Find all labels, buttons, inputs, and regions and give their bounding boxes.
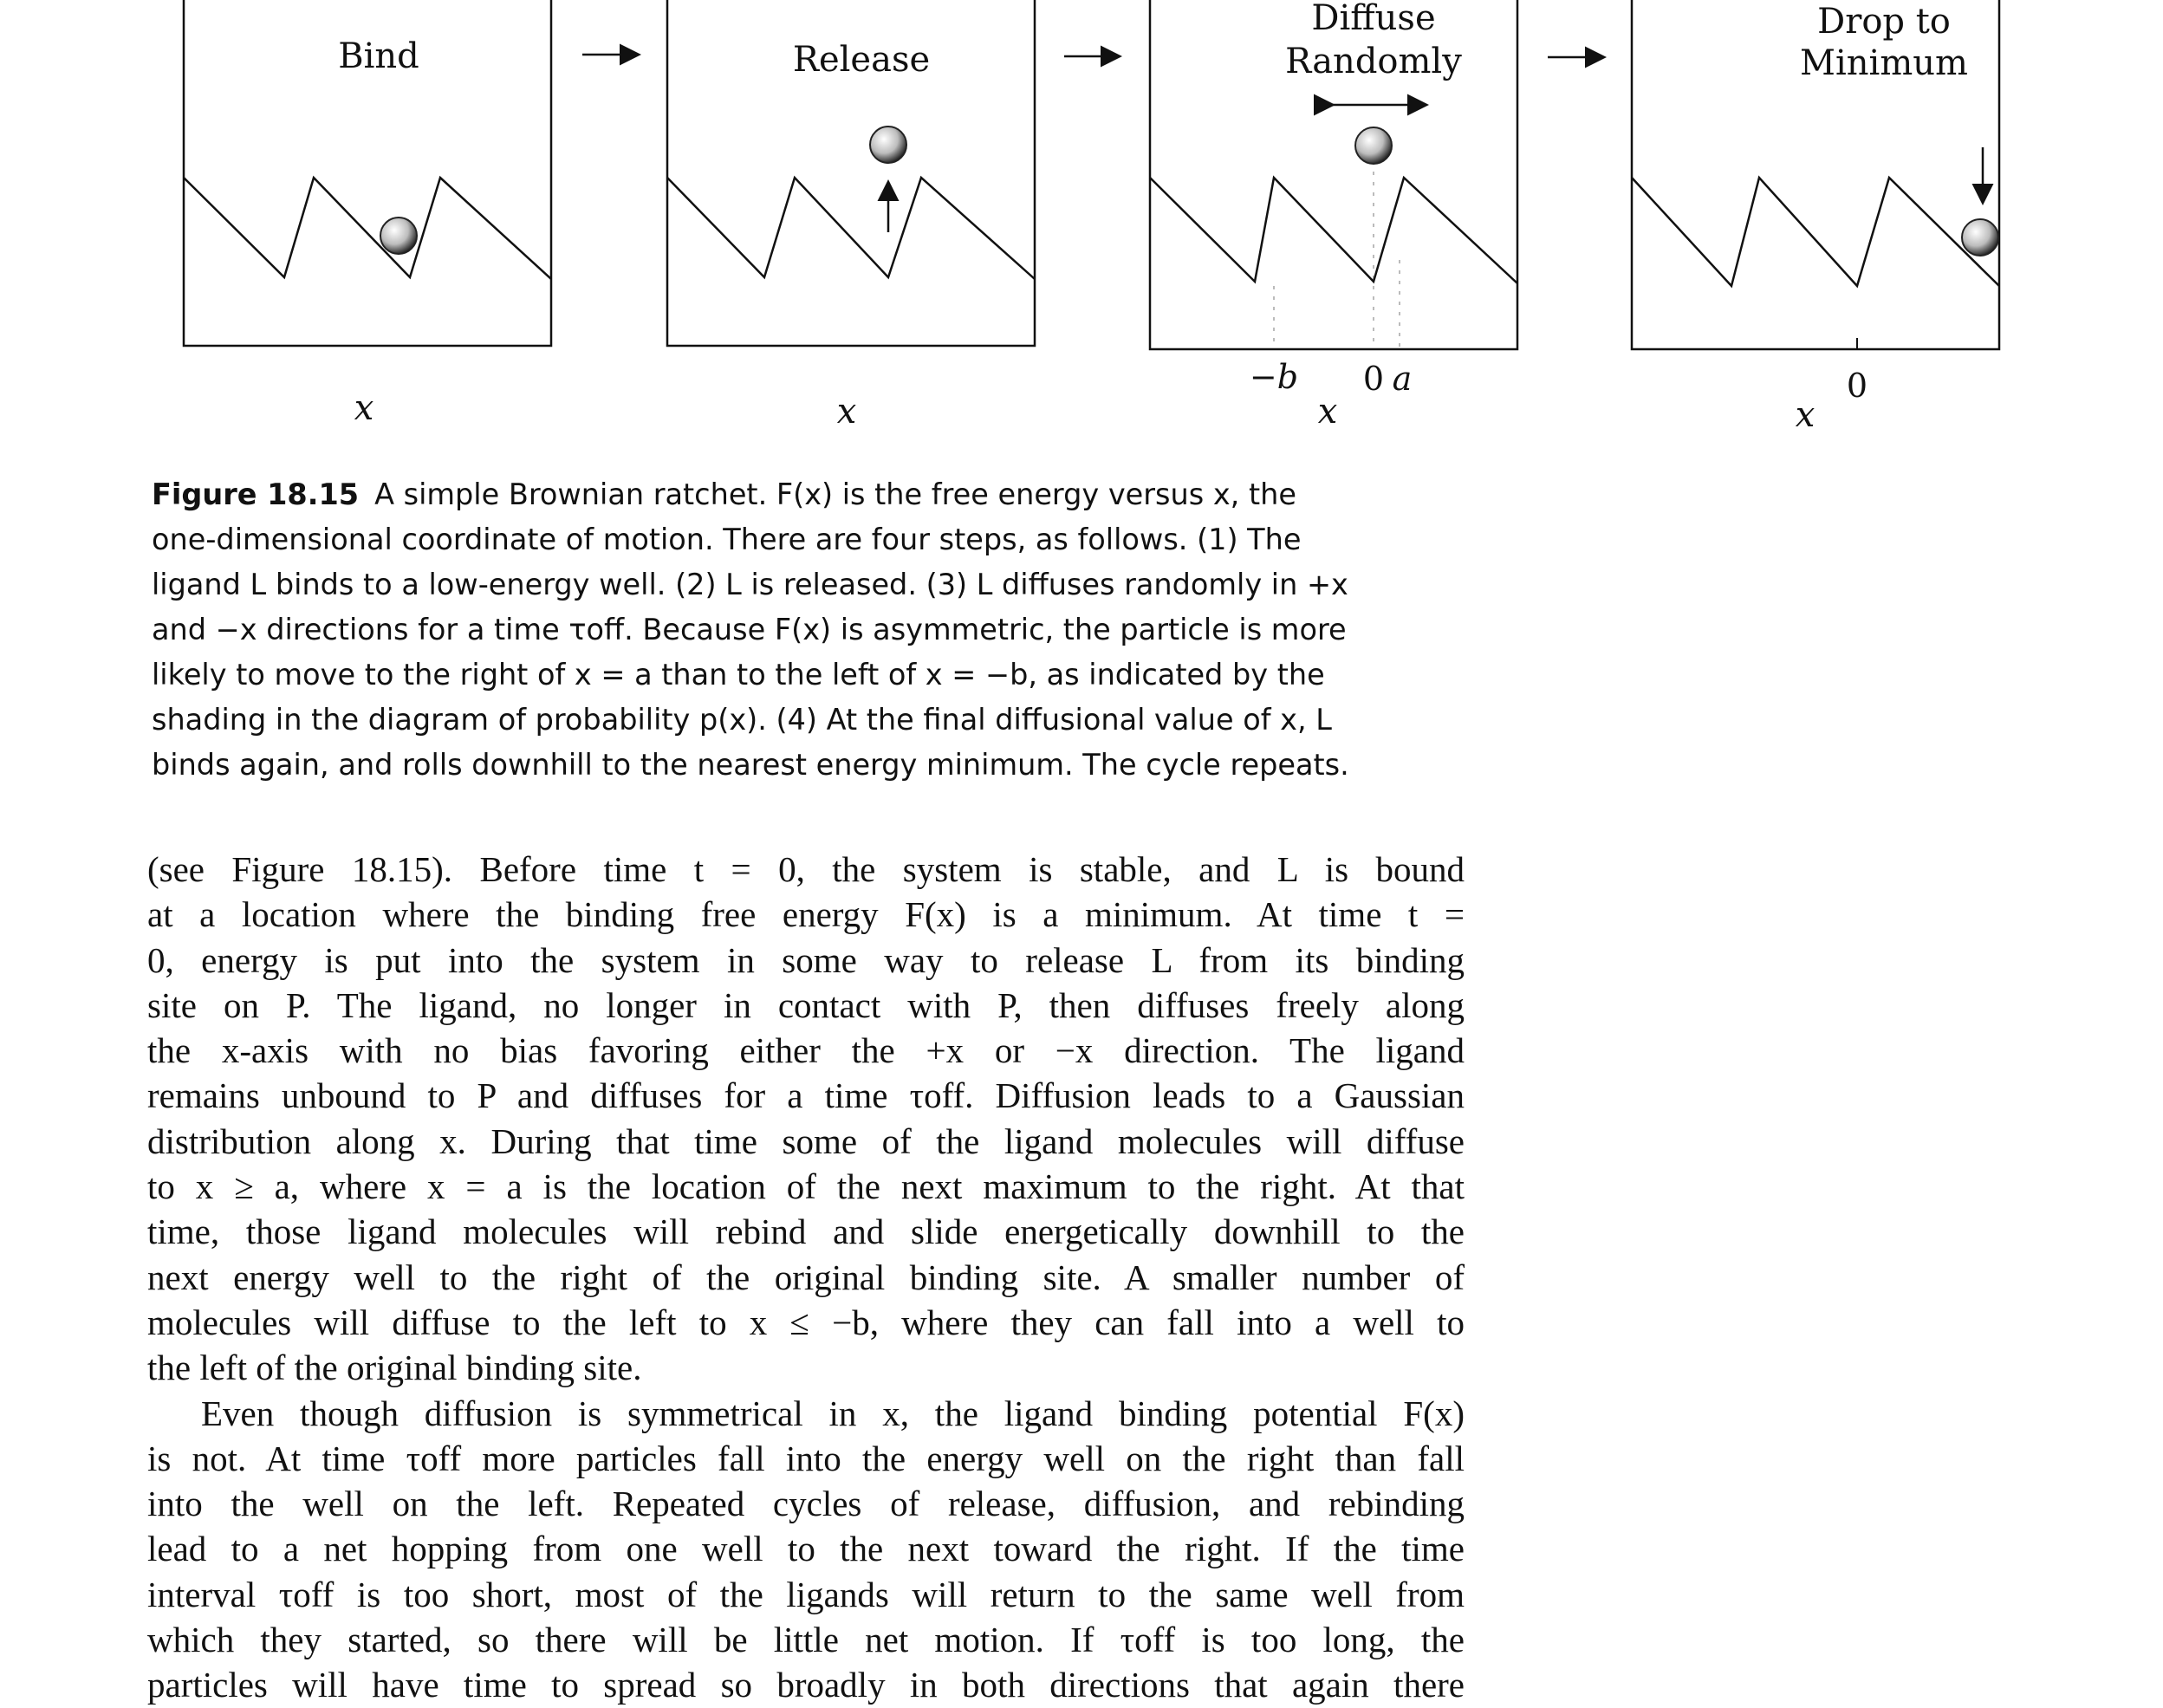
panel-title: Bind (338, 36, 419, 76)
body-text: (see Figure 18.15). Before time t = 0, t… (147, 847, 1465, 1708)
ligand-ball (869, 126, 907, 164)
panel-frame (1630, 0, 2001, 351)
text-line: lead to a net hopping from one well to t… (147, 1529, 1465, 1569)
panel-title: Minimum (1800, 43, 1968, 83)
caption-line: A simple Brownian ratchet. F(x) is the f… (374, 477, 1296, 511)
text-line: interval τoff is too short, most of the … (147, 1574, 1465, 1614)
caption-line: and −x directions for a time τoff. Becau… (152, 613, 1347, 646)
panel-title: Drop to (1817, 2, 1951, 42)
text-line: into the well on the left. Repeated cycl… (147, 1484, 1465, 1524)
paragraph: Even though diffusion is symmetrical in … (147, 1391, 1465, 1708)
energy-profile (666, 175, 1036, 280)
panel-release: Release x (666, 0, 1036, 432)
panel-title: Randomly (1285, 42, 1462, 81)
text-line: particles will have time to spread so br… (147, 1665, 1465, 1705)
x-axis-label: x (837, 392, 857, 432)
caption-line: binds again, and rolls downhill to the n… (152, 748, 1349, 782)
text-line: time, those ligand molecules will rebind… (147, 1211, 1465, 1252)
ligand-ball (1961, 218, 1999, 257)
text-line: 0, energy is put into the system in some… (147, 939, 1465, 980)
energy-profile (1631, 175, 2000, 289)
panel-diffuse-randomly: Diffuse Randomly −b 0 a x (1148, 0, 1519, 432)
energy-profile (183, 175, 552, 280)
panel-title: Release (793, 40, 930, 80)
panel-title: Diffuse (1311, 0, 1435, 38)
text-line: the x-axis with no bias favoring either … (147, 1030, 1465, 1071)
caption-line: ligand L binds to a low-energy well. (2)… (152, 568, 1348, 601)
text-line: molecules will diffuse to the left to x … (147, 1302, 1465, 1342)
ligand-ball (1354, 127, 1393, 165)
probability-shading (1273, 130, 1400, 347)
panel-frame (666, 0, 1036, 347)
text-line: distribution along x. During that time s… (147, 1120, 1465, 1161)
x-axis-label: x (1796, 395, 1815, 435)
text-line: (see Figure 18.15). Before time t = 0, t… (147, 849, 1465, 889)
panel-frame (182, 0, 553, 347)
text-line: to x ≥ a, where x = a is the location of… (147, 1166, 1465, 1207)
panel-frame (1148, 0, 1519, 351)
text-line: which they started, so there will be lit… (147, 1620, 1465, 1660)
text-line: Even though diffusion is symmetrical in … (201, 1393, 1465, 1433)
text-line: site on P. The ligand, no longer in cont… (147, 984, 1465, 1025)
text-line: at a location where the binding free ene… (147, 894, 1465, 935)
ligand-ball (380, 217, 418, 255)
energy-profile (1149, 175, 1518, 284)
tick-label-zero: 0 (1847, 367, 1867, 405)
text-line: is not. At time τoff more particles fall… (147, 1438, 1465, 1478)
text-line: next energy well to the right of the ori… (147, 1257, 1465, 1297)
text-line: the left of the original binding site. (147, 1348, 642, 1388)
tick-label-a: a (1393, 360, 1413, 398)
brownian-ratchet-figure: Bind x Release x Diffuse Randomly −b 0 (182, 0, 2001, 435)
figure-label: Figure 18.15 (152, 477, 360, 511)
x-axis-label: x (1318, 392, 1338, 432)
tick-label-minus-b: −b (1250, 358, 1298, 396)
caption-line: one-dimensional coordinate of motion. Th… (152, 523, 1302, 556)
panel-drop-to-minimum: Drop to Minimum 0 x (1630, 0, 2001, 435)
text-line: remains unbound to P and diffuses for a … (147, 1075, 1465, 1116)
figure-caption: Figure 18.15 A simple Brownian ratchet. F… (152, 472, 1443, 788)
paragraph: (see Figure 18.15). Before time t = 0, t… (147, 847, 1465, 1391)
x-axis-label: x (354, 388, 374, 428)
tick-label-zero: 0 (1363, 360, 1384, 398)
caption-line: likely to move to the right of x = a tha… (152, 658, 1325, 692)
panel-bind: Bind x (182, 0, 553, 428)
caption-line: shading in the diagram of probability p(… (152, 703, 1332, 737)
